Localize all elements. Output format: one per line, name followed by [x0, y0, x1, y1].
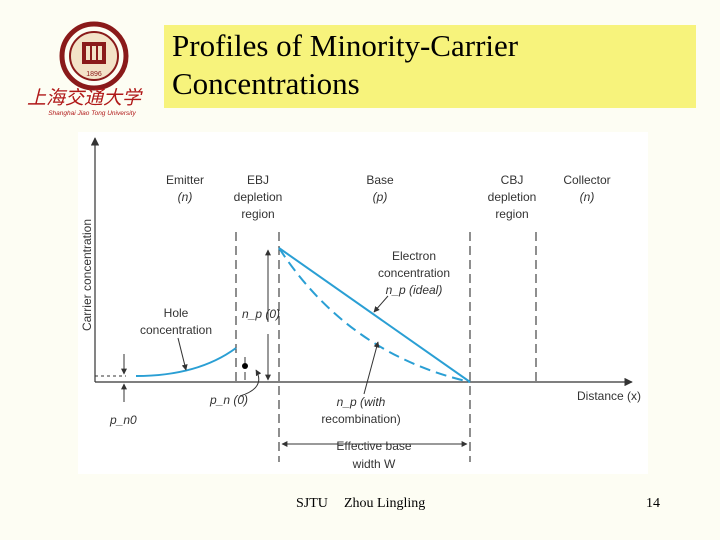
- svg-text:width W: width W: [352, 457, 396, 471]
- recombination-label-pointer: [363, 341, 380, 395]
- logo-year: 1896: [86, 71, 102, 78]
- svg-text:Electron: Electron: [392, 249, 436, 263]
- collector-label: Collector (n): [563, 173, 610, 204]
- svg-text:n_p (with: n_p (with: [337, 395, 386, 409]
- np0-label: n_p (0): [242, 307, 280, 321]
- y-axis-label: Carrier concentration: [80, 219, 94, 331]
- hole-label-pointer: [177, 337, 188, 371]
- slide-title: Profiles of Minority-Carrier Concentrati…: [172, 28, 519, 101]
- svg-text:EBJ: EBJ: [247, 173, 269, 187]
- svg-text:(p): (p): [373, 190, 388, 204]
- svg-text:CBJ: CBJ: [501, 173, 524, 187]
- svg-text:Collector: Collector: [563, 173, 610, 187]
- svg-text:Emitter: Emitter: [166, 173, 204, 187]
- svg-text:Effective base: Effective base: [336, 439, 411, 453]
- svg-text:(n): (n): [580, 190, 595, 204]
- cbj-label: CBJ depletion region: [488, 173, 537, 221]
- pn0-label-pointer: [239, 369, 262, 397]
- base-width-label: Effective base width W: [336, 439, 411, 471]
- university-logo: 1896 上海交通大学 Shanghai Jiao Tong Universit…: [27, 21, 143, 117]
- svg-text:recombination): recombination): [321, 412, 400, 426]
- footer-institution: SJTU: [296, 496, 328, 511]
- svg-text:Hole: Hole: [164, 306, 189, 320]
- minority-carrier-diagram: Carrier concentration Distance (x) Emitt…: [78, 132, 648, 474]
- electron-ideal-line: [278, 247, 471, 383]
- footer-author: Zhou Lingling: [344, 496, 426, 511]
- recombination-label: n_p (with recombination): [321, 395, 400, 426]
- svg-text:Base: Base: [366, 173, 394, 187]
- page-number: 14: [646, 496, 660, 511]
- svg-text:region: region: [495, 207, 528, 221]
- base-label: Base (p): [366, 173, 394, 204]
- x-axis-label: Distance (x): [577, 389, 641, 403]
- title-box: Profiles of Minority-Carrier Concentrati…: [164, 25, 696, 108]
- pn0-dot: [242, 363, 248, 369]
- emitter-label: Emitter (n): [166, 173, 204, 204]
- svg-text:concentration: concentration: [140, 323, 212, 337]
- svg-text:concentration: concentration: [378, 266, 450, 280]
- svg-text:region: region: [241, 207, 274, 221]
- svg-text:(n): (n): [178, 190, 193, 204]
- svg-text:n_p (ideal): n_p (ideal): [386, 283, 443, 297]
- pn0-eq-label: p_n0: [109, 413, 137, 427]
- electron-recombination-curve: [278, 247, 471, 383]
- hole-label: Hole concentration: [140, 306, 212, 337]
- logo-chinese-name: 上海交通大学: [27, 87, 143, 109]
- svg-text:depletion: depletion: [488, 190, 537, 204]
- logo-seal-outer: [59, 21, 129, 91]
- pn0-label: p_n (0): [209, 393, 248, 407]
- electron-label: Electron concentration n_p (ideal): [378, 249, 450, 297]
- electron-label-pointer: [373, 295, 389, 313]
- svg-text:depletion: depletion: [234, 190, 283, 204]
- ebj-label: EBJ depletion region: [234, 173, 283, 221]
- hole-concentration-curve: [135, 347, 237, 377]
- logo-english-name: Shanghai Jiao Tong University: [48, 110, 136, 117]
